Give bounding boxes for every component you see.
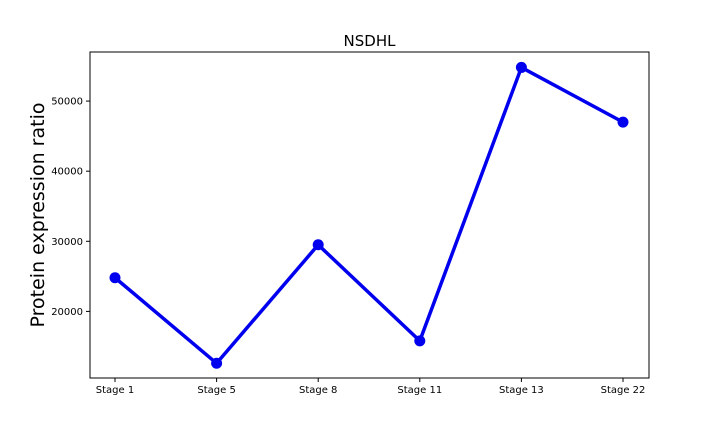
data-point: [515, 61, 527, 73]
x-tick-label: Stage 13: [499, 385, 544, 396]
y-tick-label: 50000: [51, 97, 83, 108]
y-tick-label: 20000: [51, 307, 83, 318]
data-point: [312, 239, 324, 251]
x-tick-label: Stage 5: [197, 385, 235, 396]
x-tick-label: Stage 11: [397, 385, 442, 396]
series-line: [113, 65, 624, 366]
data-point: [617, 116, 629, 128]
data-point: [109, 272, 121, 284]
x-tick-label: Stage 8: [299, 385, 337, 396]
plot-frame: [89, 51, 650, 379]
series-layer: [109, 61, 629, 369]
x-tick-label: Stage 1: [96, 385, 134, 396]
x-tick-label: Stage 22: [601, 385, 646, 396]
data-point: [414, 335, 426, 347]
axis-ticks: Stage 1 Stage 5 Stage 8 Stage 11 Stage 13 Sta…: [51, 97, 645, 396]
chart-title: NSDHL: [344, 32, 397, 50]
data-point: [211, 357, 223, 369]
y-axis-label: Protein expression ratio: [27, 103, 49, 328]
y-tick-label: 40000: [51, 167, 83, 178]
y-tick-label: 30000: [51, 237, 83, 248]
